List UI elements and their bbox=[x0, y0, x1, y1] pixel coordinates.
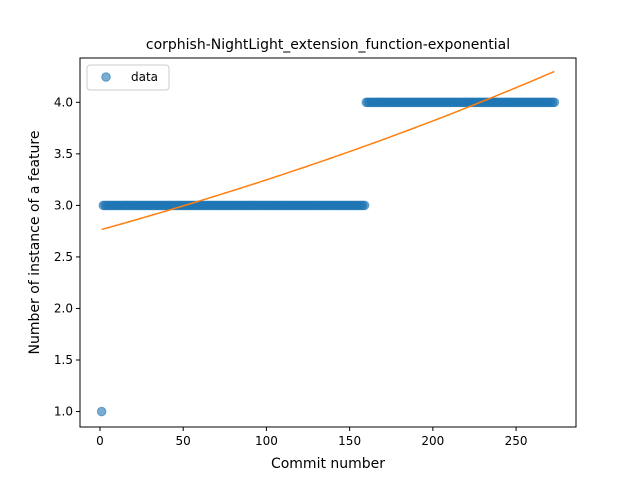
data-point bbox=[359, 200, 370, 211]
plot-frame bbox=[79, 57, 577, 428]
x-tick-label: 50 bbox=[176, 434, 191, 448]
fit-line bbox=[101, 70, 555, 231]
x-tick-label: 100 bbox=[255, 434, 278, 448]
legend-box bbox=[86, 64, 170, 91]
x-tick-label: 0 bbox=[96, 434, 104, 448]
y-tick-label: 2.5 bbox=[54, 250, 73, 264]
axes: 0 50 100 150 200 250 1.0 1.5 2.0 2.5 3.0 3.5 4.0 bbox=[54, 95, 528, 448]
x-axis-label: Commit number bbox=[271, 456, 385, 472]
legend: data bbox=[86, 64, 170, 91]
y-axis-label: Number of instance of a feature bbox=[27, 131, 43, 355]
y-tick-label: 3.0 bbox=[54, 198, 73, 212]
fit-curve-group bbox=[101, 70, 555, 231]
plot-marks bbox=[96, 97, 560, 417]
y-tick-label: 4.0 bbox=[54, 95, 73, 109]
legend-label-data: data bbox=[131, 70, 158, 84]
y-tick-label: 2.0 bbox=[54, 301, 73, 315]
y-tick-label: 3.5 bbox=[54, 147, 73, 161]
y-tick-label: 1.5 bbox=[54, 353, 73, 367]
x-tick-label: 200 bbox=[421, 434, 444, 448]
legend-marker-data bbox=[101, 72, 111, 82]
y-tick-label: 1.0 bbox=[54, 405, 73, 419]
data-point bbox=[549, 97, 560, 108]
data-point bbox=[96, 406, 107, 417]
chart-title: corphish-NightLight_extension_function-e… bbox=[146, 37, 510, 53]
x-tick-label: 150 bbox=[338, 434, 361, 448]
x-tick-label: 250 bbox=[505, 434, 528, 448]
